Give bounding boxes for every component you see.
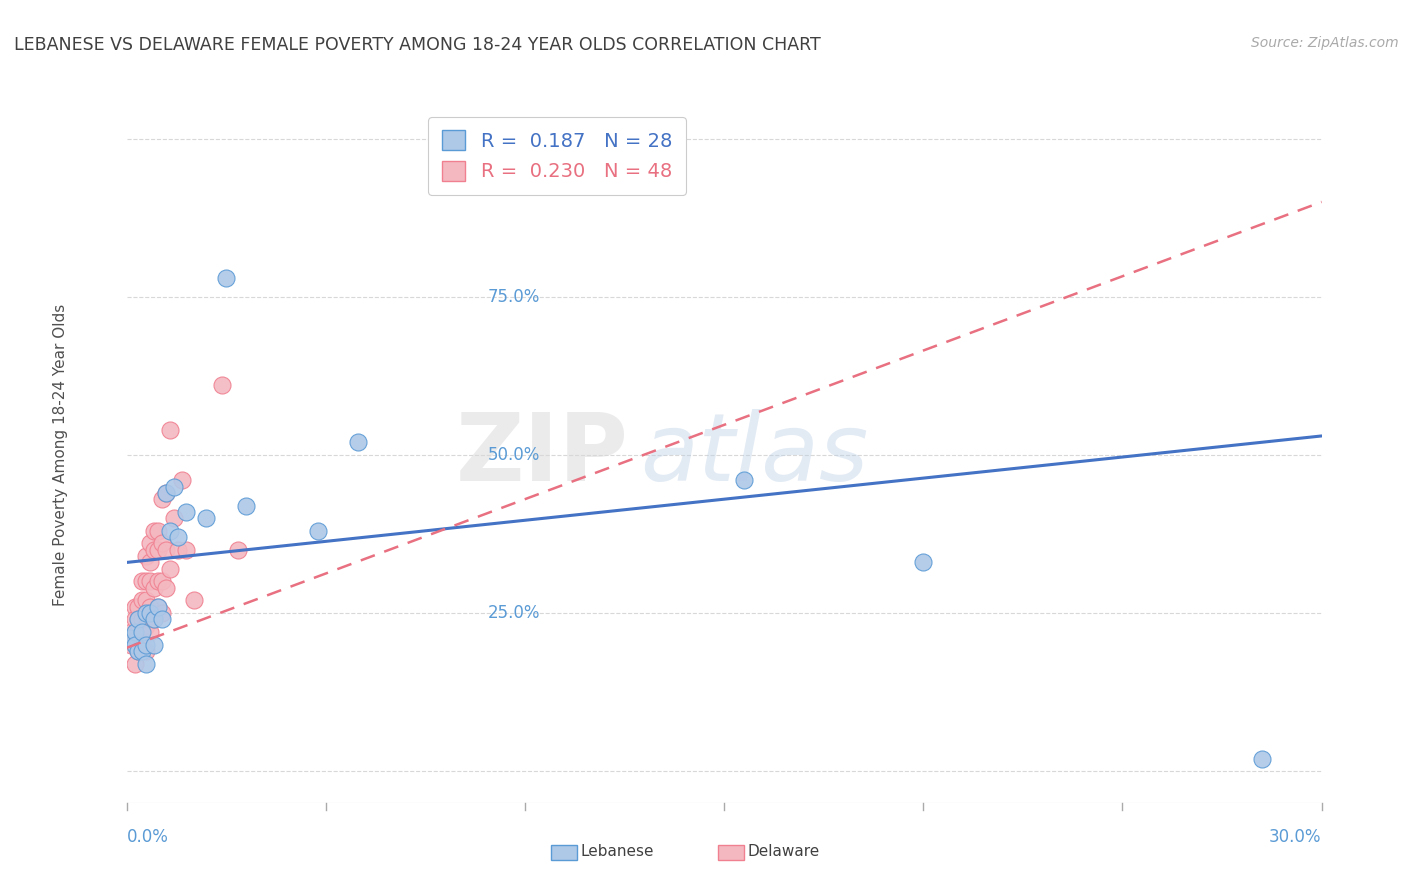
Point <box>215 270 238 285</box>
Point <box>127 599 149 614</box>
Point <box>127 625 149 640</box>
Point <box>1250 751 1272 765</box>
Text: ZIP: ZIP <box>456 409 628 501</box>
Text: 50.0%: 50.0% <box>488 446 540 464</box>
Point <box>127 644 149 658</box>
Point <box>131 593 153 607</box>
Point <box>143 542 166 557</box>
Point <box>131 644 153 658</box>
Point <box>163 511 186 525</box>
Point <box>143 612 166 626</box>
Point <box>135 574 157 589</box>
Point <box>131 625 153 640</box>
Point <box>163 479 186 493</box>
Point <box>183 593 205 607</box>
Point <box>912 556 935 570</box>
Point <box>139 625 162 640</box>
Point <box>143 581 166 595</box>
Point <box>346 435 368 450</box>
Point <box>148 599 170 614</box>
Point <box>124 638 146 652</box>
Text: 0.0%: 0.0% <box>127 828 169 847</box>
Point <box>135 618 157 632</box>
Point <box>155 581 177 595</box>
Point <box>155 542 177 557</box>
Point <box>155 486 177 500</box>
Point <box>143 638 166 652</box>
Point <box>139 574 162 589</box>
Point <box>135 657 157 671</box>
Point <box>135 549 157 563</box>
Legend: R =  0.187   N = 28, R =  0.230   N = 48: R = 0.187 N = 28, R = 0.230 N = 48 <box>427 117 686 194</box>
FancyBboxPatch shape <box>551 845 576 860</box>
Text: 100.0%: 100.0% <box>488 129 551 148</box>
Point <box>120 625 142 640</box>
Point <box>120 638 142 652</box>
Point <box>155 486 177 500</box>
Point <box>150 606 174 620</box>
Point <box>124 638 146 652</box>
Point <box>148 574 170 589</box>
Point <box>159 423 181 437</box>
Point <box>226 542 249 557</box>
Point <box>174 542 197 557</box>
Point <box>127 644 149 658</box>
Point <box>148 542 170 557</box>
Point <box>143 612 166 626</box>
Point <box>733 473 755 487</box>
Point <box>139 536 162 550</box>
Point <box>174 505 197 519</box>
Point <box>195 511 218 525</box>
Point <box>235 499 257 513</box>
Text: 25.0%: 25.0% <box>488 604 540 622</box>
Text: Source: ZipAtlas.com: Source: ZipAtlas.com <box>1251 36 1399 50</box>
Point <box>135 638 157 652</box>
Point <box>159 562 181 576</box>
Point <box>120 632 142 646</box>
Point <box>150 612 174 626</box>
Point <box>135 606 157 620</box>
Point <box>167 530 190 544</box>
Point <box>124 657 146 671</box>
Text: 75.0%: 75.0% <box>488 288 540 306</box>
Point <box>124 599 146 614</box>
Point <box>131 574 153 589</box>
Point <box>172 473 194 487</box>
Point <box>135 644 157 658</box>
Point <box>167 542 190 557</box>
Point <box>139 606 162 620</box>
Text: atlas: atlas <box>640 409 869 500</box>
Point <box>150 492 174 507</box>
FancyBboxPatch shape <box>718 845 744 860</box>
Point <box>127 612 149 626</box>
Point <box>148 599 170 614</box>
Point <box>131 638 153 652</box>
Point <box>150 574 174 589</box>
Point <box>127 612 149 626</box>
Point <box>124 625 146 640</box>
Point <box>135 593 157 607</box>
Text: Female Poverty Among 18-24 Year Olds: Female Poverty Among 18-24 Year Olds <box>53 304 69 606</box>
Text: 30.0%: 30.0% <box>1270 828 1322 847</box>
Point <box>159 524 181 538</box>
Point <box>148 524 170 538</box>
Point <box>139 599 162 614</box>
Text: Delaware: Delaware <box>748 844 820 859</box>
Text: LEBANESE VS DELAWARE FEMALE POVERTY AMONG 18-24 YEAR OLDS CORRELATION CHART: LEBANESE VS DELAWARE FEMALE POVERTY AMON… <box>14 36 821 54</box>
Point <box>143 524 166 538</box>
Point <box>307 524 329 538</box>
Point <box>139 556 162 570</box>
Point <box>131 612 153 626</box>
Point <box>124 612 146 626</box>
Point <box>150 536 174 550</box>
Text: Lebanese: Lebanese <box>581 844 654 859</box>
Point <box>211 378 233 392</box>
